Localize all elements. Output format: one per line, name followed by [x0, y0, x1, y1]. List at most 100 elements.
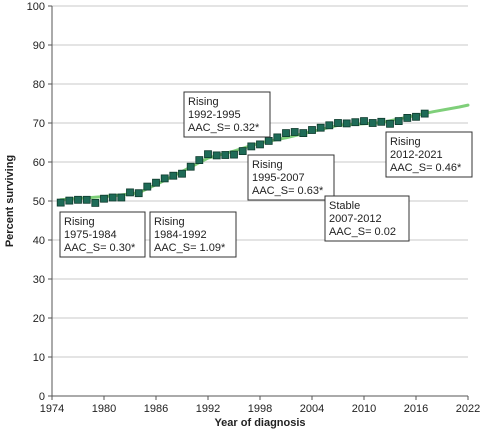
data-point: [230, 150, 238, 159]
annotation-frame: [59, 211, 146, 258]
data-point: [143, 182, 152, 191]
y-tick-label: 0: [39, 391, 45, 403]
x-tick-label: 1992: [196, 403, 220, 415]
data-point: [74, 195, 82, 204]
annotation-frame: [324, 195, 410, 242]
annotation-line: Rising: [390, 136, 421, 148]
data-point: [160, 174, 169, 183]
data-point: [91, 198, 100, 207]
annotation-line: 1992-1995: [188, 109, 241, 121]
data-point: [238, 147, 247, 156]
data-point: [100, 194, 108, 203]
y-tick-label: 80: [33, 79, 45, 91]
data-point: [65, 196, 74, 205]
data-point: [316, 123, 325, 132]
y-tick-label: 10: [33, 352, 45, 364]
data-point: [117, 193, 126, 202]
annotation-line: AAC_S= 0.63*: [252, 185, 324, 197]
y-tick-label: 40: [33, 235, 45, 247]
annotation-line: 1995-2007: [252, 172, 305, 184]
data-point: [394, 117, 403, 125]
x-tick-label: 1986: [144, 403, 168, 415]
annotation-frame: [183, 91, 271, 138]
x-tick-label: 2016: [404, 403, 428, 415]
data-point: [342, 119, 351, 128]
x-tick-label: 1998: [248, 403, 272, 415]
annotation-line: AAC_S= 0.32*: [188, 122, 260, 134]
data-point: [221, 151, 230, 159]
y-tick-label: 50: [33, 196, 45, 208]
y-tick-label: 70: [33, 118, 45, 130]
y-tick-label: 20: [33, 313, 45, 325]
data-point: [282, 129, 290, 138]
data-point: [186, 162, 195, 171]
data-point: [256, 140, 264, 149]
data-point: [212, 151, 221, 160]
data-point: [386, 119, 394, 128]
data-point: [299, 129, 308, 138]
y-tick-label: 60: [33, 157, 45, 169]
data-point: [420, 109, 429, 118]
data-point: [169, 171, 178, 180]
annotation-line: Rising: [252, 159, 283, 171]
annotation-line: 1975-1984: [64, 229, 117, 241]
x-tick-label: 2004: [300, 403, 324, 415]
data-point: [134, 189, 143, 198]
annotation-frame: [149, 211, 237, 258]
point-layer: [56, 109, 429, 207]
data-point: [360, 117, 368, 125]
y-tick-label: 100: [27, 1, 45, 13]
data-point: [351, 118, 360, 127]
annotation-frame: [385, 131, 473, 178]
data-point: [195, 156, 204, 165]
annotation-line: 2007-2012: [329, 213, 382, 225]
data-point: [290, 128, 299, 136]
y-tick-label: 30: [33, 274, 45, 286]
annotation-line: Rising: [188, 96, 219, 108]
data-point: [56, 198, 65, 207]
annotation-line: 1984-1992: [154, 229, 207, 241]
y-tick-label: 90: [33, 40, 45, 52]
annotation-line: Rising: [64, 216, 95, 228]
annotation-line: 2012-2021: [390, 149, 443, 161]
annotation-line: AAC_S= 0.46*: [390, 162, 462, 174]
annotation-line: Stable: [329, 200, 360, 212]
x-tick-label: 1980: [92, 403, 116, 415]
annotation-frame: [247, 154, 335, 201]
annotation-line: AAC_S= 1.09*: [154, 242, 226, 254]
axis-layer: 0 10 20 30 40 50 60 70 80 90 100 1974 1980 1986 1992 19…: [27, 1, 481, 415]
annotation-line: AAC_S= 0.30*: [64, 242, 136, 254]
x-axis-title: Year of diagnosis: [214, 417, 305, 429]
data-point: [377, 117, 386, 126]
data-point: [82, 195, 91, 204]
data-point: [412, 112, 420, 121]
data-point: [126, 188, 134, 197]
data-point: [108, 193, 117, 202]
data-point: [403, 114, 412, 122]
annotation-line: Rising: [154, 216, 185, 228]
x-tick-label: 2010: [352, 403, 376, 415]
y-axis-title: Percent surviving: [4, 155, 16, 247]
data-point: [368, 119, 377, 127]
data-point: [273, 133, 282, 142]
data-point: [264, 136, 273, 145]
data-point: [334, 119, 342, 127]
x-tick-label: 1974: [40, 403, 64, 415]
data-point: [204, 150, 212, 159]
annotation-line: AAC_S= 0.02: [329, 226, 396, 238]
data-point: [152, 178, 160, 187]
data-point: [247, 142, 256, 151]
x-tick-label: 2022: [456, 403, 480, 415]
data-point: [178, 169, 186, 178]
data-point: [325, 121, 334, 130]
data-point: [308, 126, 316, 134]
